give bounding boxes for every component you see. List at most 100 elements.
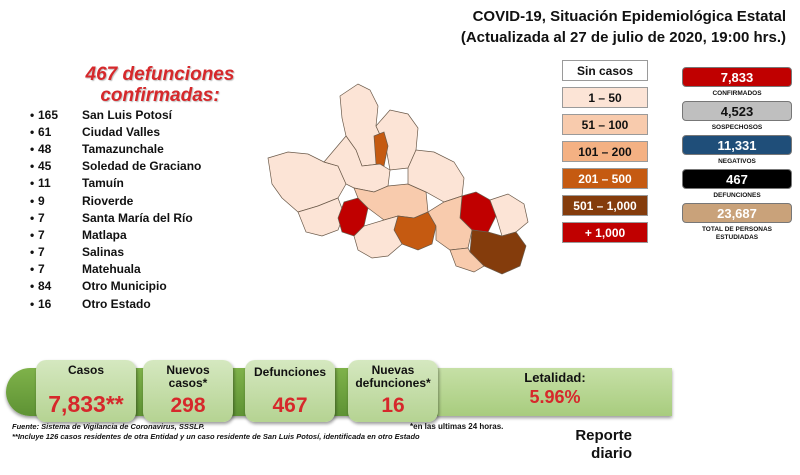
bullet-icon: • [30,107,35,122]
municipality-count: 48 [38,141,52,156]
footnotes: Fuente: Sistema de Vigilancia de Coronav… [12,422,482,442]
title-line-2: (Actualizada al 27 de julio de 2020, 19:… [460,29,786,46]
letalidad-block: Letalidad: 5.96% [480,370,630,408]
bullet-icon: • [30,176,35,191]
map-regions [267,83,529,275]
nuevas-defunciones-card: Nuevas defunciones* 16 [348,360,438,422]
stat-value: 7,833 [682,67,792,87]
municipality-name: Matehuala [82,262,141,277]
stat-label: CONFIRMADOS [712,90,762,97]
municipality-item: • 61 Ciudad Valles [30,123,201,140]
nuevos-casos-label: Nuevos casos* [166,363,210,390]
bullet-icon: • [30,296,35,311]
report-label: Reporte diario [566,427,632,463]
nuevos-casos-value: 298 [170,394,206,417]
municipality-count: 7 [38,210,45,225]
municipality-item: • 9 Rioverde [30,192,201,209]
bullet-icon: • [30,245,35,260]
title-line-1: COVID-19, Situación Epidemiológica Estat… [472,8,786,25]
defunciones-label: Defunciones [253,365,326,379]
stat-value: 11,331 [682,135,792,155]
casos-card: Casos 7,833** [36,360,136,422]
legend-item: + 1,000 [562,222,648,243]
municipality-name: Tamazunchale [82,141,164,156]
nuevos-casos-card: Nuevos casos* 298 [143,360,233,422]
map-region-south-east [449,247,485,273]
municipality-item: • 7 Matlapa [30,226,201,243]
municipality-count: 7 [38,227,45,242]
municipality-name: San Luis Potosí [82,107,173,122]
municipality-item: • 7 Matehuala [30,261,201,278]
municipality-count: 84 [38,279,52,294]
municipality-name: Soledad de Graciano [82,159,202,174]
headline-line-2: confirmadas: [100,85,220,106]
municipality-item: • 48 Tamazunchale [30,140,201,157]
bullet-icon: • [30,279,35,294]
defunciones-card: Defunciones 467 [245,360,335,422]
stats-panel: 7,833 CONFIRMADOS 4,523 SOSPECHOSOS 11,331 NE… [682,67,792,245]
state-map [267,83,529,275]
bullet-icon: • [30,124,35,139]
municipality-name: Ciudad Valles [82,124,161,139]
stat-item: 7,833 CONFIRMADOS [682,67,792,98]
color-legend: Sin casos 1 – 50 51 – 100 101 – 200 201 – 50… [562,60,648,249]
municipality-count: 16 [38,296,52,311]
municipality-count: 7 [38,262,45,277]
map-region-south [353,215,403,259]
stat-label: TOTAL DE PERSONAS ESTUDIADAS [701,226,773,241]
stat-label: NEGATIVOS [718,158,756,165]
stat-value: 4,523 [682,101,792,121]
stat-item: 467 DEFUNCIONES [682,169,792,200]
legend-item: 51 – 100 [562,114,648,135]
municipality-name: Rioverde [82,193,134,208]
municipality-item: • 84 Otro Municipio [30,278,201,295]
casos-label: Casos [67,363,105,377]
municipality-list: • 165 San Luis Potosí • 61 Ciudad Valles • 48 Ta… [30,106,201,312]
municipality-name: Otro Estado [82,296,151,311]
report-line-1: Reporte [575,427,632,444]
stat-value: 23,687 [682,203,792,223]
stat-value: 467 [682,169,792,189]
map-region-west [267,151,347,213]
municipality-name: Salinas [82,245,125,260]
legend-item: 501 – 1,000 [562,195,648,216]
municipality-item: • 45 Soledad de Graciano [30,158,201,175]
municipality-count: 165 [38,107,59,122]
municipality-count: 45 [38,159,52,174]
municipality-count: 9 [38,193,45,208]
municipality-item: • 165 San Luis Potosí [30,106,201,123]
letalidad-label: Letalidad: [524,370,586,385]
casos-value: 7,833** [48,391,124,417]
municipality-count: 7 [38,245,45,260]
legend-item: 1 – 50 [562,87,648,108]
stat-label: SOSPECHOSOS [711,124,763,131]
bullet-icon: • [30,262,35,277]
map-region-center-north [323,135,391,193]
report-line-2: diario [591,445,632,462]
bullet-icon: • [30,141,35,156]
bullet-icon: • [30,193,35,208]
municipality-count: 61 [38,124,52,139]
map-region-matehuala [373,131,389,167]
stat-label: DEFUNCIONES [713,192,761,199]
nuevas-defunciones-label: Nuevas defunciones* [355,363,431,390]
headline-line-1: 467 defunciones [85,64,235,85]
municipality-item: • 7 Santa María del Río [30,209,201,226]
legend-item: 101 – 200 [562,141,648,162]
municipality-name: Matlapa [82,227,127,242]
municipality-name: Tamuín [82,176,124,191]
municipality-item: • 11 Tamuín [30,175,201,192]
bullet-icon: • [30,210,35,225]
page-title: COVID-19, Situación Epidemiológica Estat… [461,6,786,48]
legend-item: Sin casos [562,60,648,81]
bullet-icon: • [30,159,35,174]
legend-item: 201 – 500 [562,168,648,189]
municipality-item: • 16 Otro Estado [30,295,201,312]
bullet-icon: • [30,227,35,242]
ribbon-light-section [438,368,672,416]
municipality-name: Santa María del Río [82,210,193,225]
municipality-count: 11 [38,176,51,191]
map-region-tamuin [489,193,529,237]
municipality-name: Otro Municipio [82,279,167,294]
defunciones-value: 467 [272,394,308,417]
